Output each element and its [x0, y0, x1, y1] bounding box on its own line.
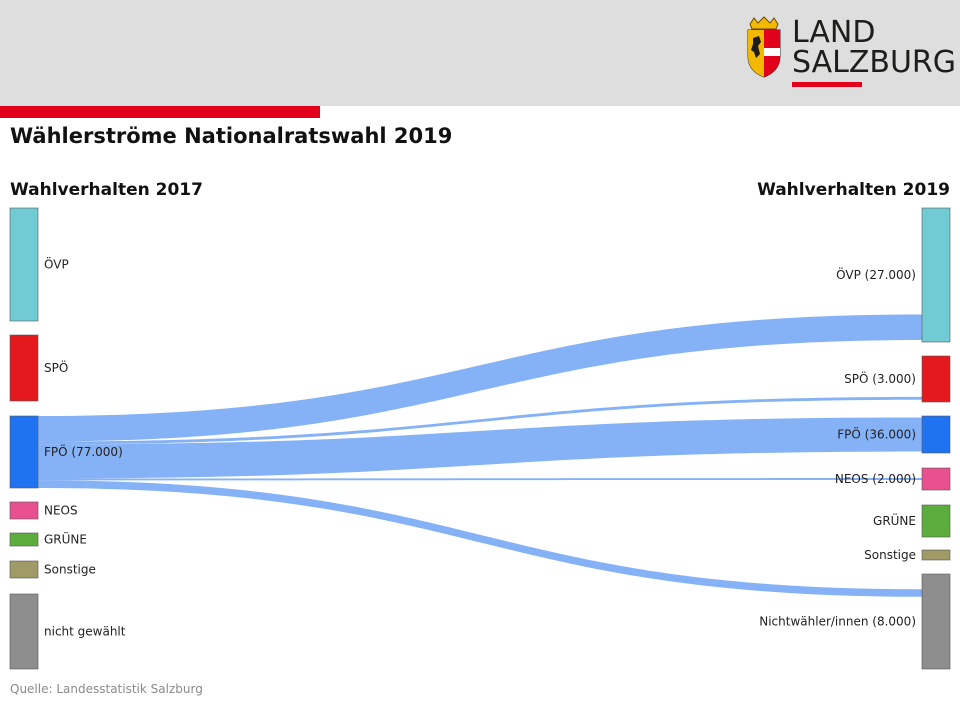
node-r_fpo — [921, 415, 951, 454]
flow-l_fpo-to-r_spo — [38, 396, 922, 445]
label-r_grune: GRÜNE — [873, 512, 916, 528]
node-r_sonst — [921, 549, 951, 561]
node-l_spo — [9, 334, 39, 402]
flow-l_fpo-to-r_fpo — [38, 417, 922, 479]
label-l_spo: SPÖ — [44, 359, 68, 375]
logo-text-land: LAND — [792, 15, 876, 50]
label-l_nicht: nicht gewählt — [44, 625, 126, 639]
right-column-header: Wahlverhalten 2019 — [757, 180, 950, 200]
node-l_grune — [9, 532, 39, 547]
node-l_nicht — [9, 593, 39, 670]
node-l_ovp — [9, 207, 39, 322]
label-r_spo: SPÖ (3.000) — [844, 370, 916, 386]
node-r_spo — [921, 355, 951, 403]
labels-group: ÖVP SPÖ FPÖ (77.000) NEOS GRÜNE Sonstige nicht… — [44, 256, 916, 639]
accent-stripe — [0, 106, 320, 118]
nodes-group — [9, 207, 951, 670]
node-l_fpo — [9, 415, 39, 489]
logo-text-salzburg: SALZBURG — [792, 45, 957, 80]
node-r_grune — [921, 504, 951, 538]
label-l_sonst: Sonstige — [44, 563, 96, 577]
flows-group — [38, 314, 922, 597]
land-salzburg-logo: LAND SALZBURG — [742, 14, 956, 92]
node-l_neos — [9, 501, 39, 520]
label-r_sonst: Sonstige — [864, 548, 916, 562]
label-r_neos: NEOS (2.000) — [835, 472, 916, 486]
flow-l_fpo-to-r_neos — [38, 478, 922, 481]
label-l_neos: NEOS — [44, 504, 78, 518]
label-l_ovp: ÖVP — [44, 256, 69, 272]
left-column-header: Wahlverhalten 2017 — [10, 180, 203, 200]
node-r_neos — [921, 467, 951, 491]
flow-l_fpo-to-r_nicht — [38, 480, 922, 597]
header-band — [0, 0, 960, 106]
node-r_nicht — [921, 573, 951, 670]
source-note: Quelle: Landesstatistik Salzburg — [10, 682, 203, 696]
label-r_ovp: ÖVP (27.000) — [836, 266, 916, 282]
logo-underline — [792, 82, 862, 87]
flow-l_fpo-to-r_ovp — [38, 314, 922, 442]
label-r_fpo: FPÖ (36.000) — [837, 426, 916, 442]
label-l_grune: GRÜNE — [44, 531, 87, 547]
chart-title: Wählerströme Nationalratswahl 2019 — [10, 124, 453, 148]
label-l_fpo: FPÖ (77.000) — [44, 443, 123, 459]
coat-of-arms-icon — [747, 16, 781, 78]
label-r_nicht: Nichtwähler/innen (8.000) — [759, 615, 916, 629]
node-r_ovp — [921, 207, 951, 343]
node-l_sonst — [9, 560, 39, 579]
